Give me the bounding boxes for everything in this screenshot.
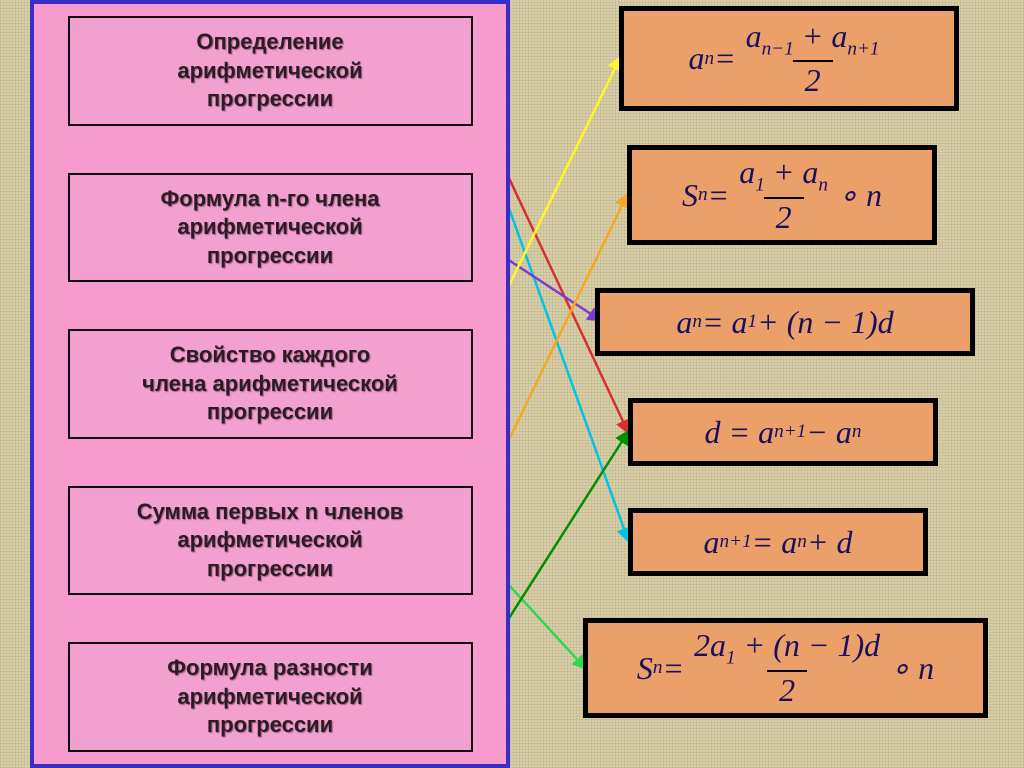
formula-box-4: an+1 = an + d (628, 508, 928, 576)
concept-box-3: Сумма первых n членоварифметическойпрогр… (68, 486, 473, 596)
formula-box-5: Sn = 2a1 + (n − 1)d2 ∘ n (583, 618, 988, 718)
concepts-panel: Определениеарифметическойпрогрессии Форму… (30, 0, 510, 768)
concept-box-0: Определениеарифметическойпрогрессии (68, 16, 473, 126)
concept-box-1: Формула n-го членаарифметическойпрогресс… (68, 173, 473, 283)
formula-box-1: Sn = a1 + an2 ∘ n (627, 145, 937, 245)
concept-box-2: Свойство каждогочлена арифметическойпрог… (68, 329, 473, 439)
formula-box-0: an = an−1 + an+12 (619, 6, 959, 111)
formula-box-3: d = an+1 − an (628, 398, 938, 466)
concept-box-4: Формула разностиарифметическойпрогрессии (68, 642, 473, 752)
formula-box-2: an = a1 + (n − 1)d (595, 288, 975, 356)
